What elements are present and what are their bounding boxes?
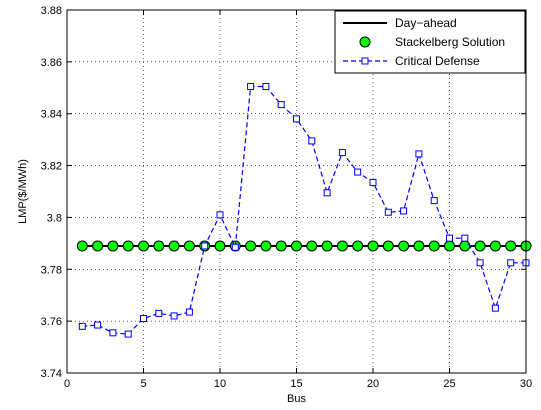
- data-point: [155, 309, 163, 317]
- data-point: [489, 240, 501, 252]
- data-point: [109, 329, 117, 337]
- legend-label: Stackelberg Solution: [395, 35, 505, 49]
- data-point: [231, 243, 239, 251]
- series-2: [78, 82, 530, 338]
- data-point: [140, 315, 147, 323]
- data-point: [293, 115, 300, 123]
- data-point: [153, 240, 165, 252]
- data-point: [459, 240, 471, 252]
- x-axis-label: Bus: [287, 393, 306, 405]
- data-point: [398, 240, 410, 252]
- y-tick-label: 3.84: [41, 109, 62, 121]
- y-tick-label: 3.88: [41, 5, 62, 17]
- y-tick-label: 3.86: [41, 57, 62, 69]
- data-point: [430, 197, 438, 205]
- data-point: [308, 137, 316, 145]
- legend-item: Critical Defense: [343, 54, 480, 68]
- data-point: [92, 240, 104, 252]
- data-point: [413, 240, 425, 252]
- legend-item: Day−ahead: [343, 16, 457, 30]
- legend-item: Stackelberg Solution: [359, 35, 505, 49]
- data-point: [122, 240, 134, 252]
- y-axis-label: LMP($/MWh): [17, 159, 29, 224]
- data-point: [124, 330, 132, 338]
- legend-label: Critical Defense: [395, 54, 480, 68]
- data-point: [384, 208, 392, 216]
- data-point: [491, 304, 499, 312]
- data-point: [275, 240, 287, 252]
- data-point: [505, 240, 517, 252]
- x-tick-label: 10: [214, 378, 226, 390]
- data-point: [400, 207, 408, 215]
- legend: Day−ahead Stackelberg Solution Critical De…: [334, 10, 526, 74]
- data-point: [382, 240, 394, 252]
- x-tick-label: 30: [520, 378, 532, 390]
- y-tick-label: 3.74: [41, 368, 62, 380]
- series-1: [76, 240, 532, 252]
- data-point: [321, 240, 333, 252]
- data-point: [214, 240, 226, 252]
- data-point: [107, 240, 119, 252]
- data-point: [138, 240, 149, 252]
- data-point: [247, 82, 255, 90]
- data-point: [76, 240, 88, 252]
- data-point: [461, 234, 469, 242]
- y-tick-label: 3.76: [41, 316, 62, 328]
- data-point: [446, 234, 453, 242]
- data-point: [306, 240, 318, 252]
- x-tick-label: 25: [443, 378, 455, 390]
- data-point: [323, 189, 331, 197]
- legend-label: Day−ahead: [395, 16, 457, 30]
- data-point: [260, 240, 272, 252]
- data-point: [367, 240, 379, 252]
- data-point: [277, 101, 285, 109]
- x-tick-label: 0: [64, 378, 70, 390]
- axes: [66, 9, 527, 374]
- data-point: [94, 321, 102, 329]
- x-tick-label: 20: [367, 378, 379, 390]
- legend-swatch-marker: [359, 36, 371, 48]
- data-point: [201, 242, 209, 250]
- data-point: [444, 240, 455, 252]
- data-point: [369, 178, 377, 186]
- data-point: [352, 240, 364, 252]
- x-tick-label: 5: [140, 378, 146, 390]
- tick-labels: 0 5 10 15 20 25 30 3.74 3.76 3.78 3.8 3.82 3.84 3.86 3…: [41, 5, 533, 390]
- series-layer: [76, 82, 532, 338]
- data-point: [476, 259, 484, 267]
- y-tick-label: 3.8: [47, 212, 62, 224]
- data-point: [336, 240, 348, 252]
- data-point: [78, 322, 86, 330]
- data-point: [168, 240, 180, 252]
- legend-swatch-marker: [361, 57, 369, 65]
- data-point: [216, 211, 224, 219]
- x-tick-label: 15: [290, 378, 302, 390]
- data-point: [185, 308, 193, 316]
- data-point: [415, 150, 423, 158]
- data-point: [428, 240, 440, 252]
- y-tick-label: 3.82: [41, 161, 62, 173]
- data-point: [474, 240, 486, 252]
- data-point: [507, 259, 515, 267]
- data-point: [245, 240, 257, 252]
- y-tick-label: 3.78: [41, 264, 62, 276]
- data-point: [291, 240, 302, 252]
- data-point: [338, 149, 346, 157]
- data-point: [170, 312, 178, 320]
- data-point: [183, 240, 195, 252]
- data-point: [354, 168, 362, 176]
- data-point: [262, 82, 270, 90]
